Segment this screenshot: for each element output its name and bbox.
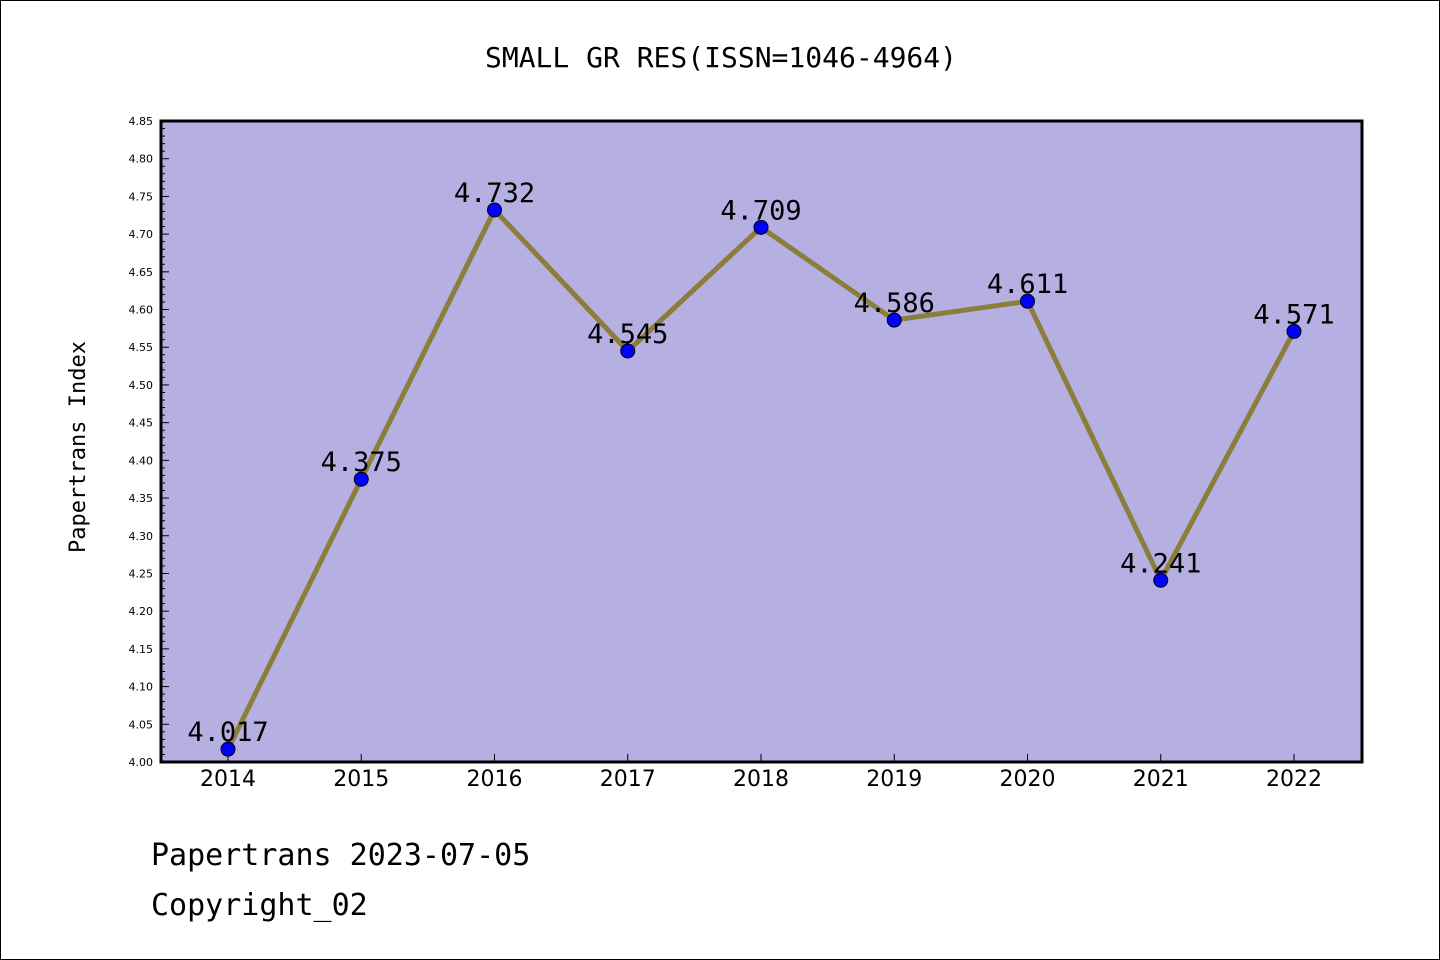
- y-tick-label: 4.00: [129, 756, 154, 769]
- data-point: [620, 343, 636, 359]
- y-tick-label: 4.75: [129, 190, 154, 203]
- footer-date: Papertrans 2023-07-05: [151, 838, 530, 873]
- x-tick-label: 2019: [866, 767, 922, 792]
- y-tick-label: 4.85: [129, 115, 154, 128]
- data-label: 4.709: [720, 195, 801, 226]
- x-tick-label: 2022: [1266, 767, 1322, 792]
- y-tick-label: 4.10: [129, 681, 154, 694]
- y-axis: 4.00 4.05 4.10 4.15 4.20 4.25 4.30 4.35 4.40 4.45…: [129, 115, 169, 769]
- data-point: [220, 741, 236, 757]
- data-point: [487, 202, 502, 218]
- y-tick-label: 4.40: [129, 454, 154, 467]
- data-label: 4.017: [187, 717, 268, 748]
- chart-title: SMALL GR RES(ISSN=1046-4964): [485, 41, 957, 74]
- data-labels: 4.017 4.375 4.732 4.545 4.709 4.586 4.611 4.241…: [187, 178, 1334, 748]
- data-label: 4.375: [321, 447, 402, 478]
- x-tick-label: 2016: [467, 767, 523, 792]
- y-tick-label: 4.35: [129, 492, 154, 505]
- data-label: 4.545: [587, 319, 668, 350]
- y-tick-label: 4.50: [129, 379, 154, 392]
- footer-copyright: Copyright_02: [151, 888, 368, 923]
- data-point: [1153, 572, 1169, 588]
- y-tick-label: 4.80: [129, 153, 154, 166]
- data-label: 4.571: [1253, 299, 1334, 330]
- x-tick-label: 2021: [1133, 767, 1189, 792]
- data-point: [353, 471, 369, 487]
- x-tick-label: 2018: [733, 767, 789, 792]
- x-axis: 2014 2015 2016 2017 2018 2019 2020 2021 2022: [200, 754, 1322, 792]
- y-tick-label: 4.20: [129, 605, 154, 618]
- data-label: 4.586: [854, 288, 935, 319]
- data-label: 4.611: [987, 269, 1068, 300]
- data-point: [1286, 323, 1302, 339]
- data-point: [1020, 293, 1035, 309]
- x-tick-label: 2017: [600, 767, 656, 792]
- x-tick-label: 2020: [1000, 767, 1056, 792]
- data-label: 4.732: [454, 178, 535, 209]
- data-label: 4.241: [1120, 548, 1201, 579]
- y-tick-label: 4.30: [129, 530, 154, 543]
- y-tick-label: 4.05: [129, 718, 154, 731]
- x-tick-label: 2015: [333, 767, 389, 792]
- x-tick-label: 2014: [200, 767, 256, 792]
- data-point: [753, 219, 769, 235]
- y-tick-label: 4.15: [129, 643, 154, 656]
- data-point: [886, 312, 902, 328]
- y-tick-label: 4.65: [129, 266, 154, 279]
- y-tick-label: 4.25: [129, 567, 154, 580]
- y-tick-label: 4.60: [129, 304, 154, 317]
- y-tick-label: 4.55: [129, 341, 154, 354]
- y-axis-label: Papertrans Index: [66, 341, 91, 553]
- y-tick-label: 4.45: [129, 417, 154, 430]
- y-tick-label: 4.70: [129, 228, 154, 241]
- data-markers: [220, 202, 1302, 757]
